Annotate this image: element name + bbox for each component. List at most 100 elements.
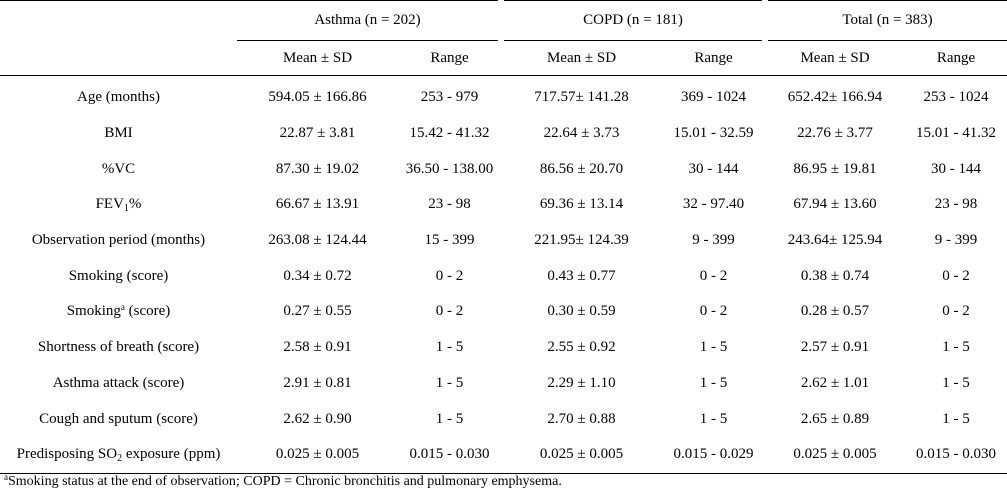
footnote-marker: a [120,302,125,313]
row-label-text: Smoking [66,303,121,320]
table-cell: 23 - 98 [428,196,471,213]
table-row: Asthma attack (score) 2.91 ± 0.81 1 - 5 … [0,366,1007,402]
table-cell: 86.95 ± 19.81 [793,160,877,177]
table-cell: 2.70 ± 0.88 [547,410,616,427]
table-cell: 2.58 ± 0.91 [283,339,352,356]
table-cell: 15 - 399 [424,232,475,249]
table-cell: 1 - 5 [435,339,464,356]
table-cell: 0.34 ± 0.72 [283,267,352,284]
row-label: Shortness of breath (score) [37,339,200,356]
subheader-range: Range [905,40,1007,76]
group-header-row: Asthma (n = 202) COPD (n = 181) Total (n… [0,0,1007,41]
table-cell: 9 - 399 [934,232,978,249]
table-cell: 15.01 - 41.32 [916,125,996,142]
table-cell: 652.42± 166.94 [787,89,883,106]
table-cell: 0.015 - 0.030 [398,436,501,474]
table-cell: 253 - 1024 [923,89,989,106]
table-cell: 69.36 ± 13.14 [539,196,624,213]
table-cell: 30 - 144 [688,160,739,177]
table-cell: 2.65 ± 0.89 [800,410,870,427]
table-cell: 2.29 ± 1.10 [547,374,616,391]
table-cell: 30 - 144 [931,160,981,177]
table-cell: 0.025 ± 0.005 [237,436,398,474]
table-cell: 369 - 1024 [681,89,746,106]
footnote-text: Smoking status at the end of observation… [8,474,562,489]
table-cell: 0.025 ± 0.005 [765,436,905,474]
table-row: Cough and sputum (score) 2.62 ± 0.90 1 -… [0,401,1007,437]
row-label-text: FEV [95,196,124,213]
row-label-text: (score) [124,303,171,320]
table-row: Predisposing SO2 exposure (ppm) 0.025 ± … [0,436,1007,474]
table-cell: 36.50 - 138.00 [405,160,494,177]
row-label: BMI [104,125,133,142]
subheader-mean-sd: Mean ± SD [765,40,905,76]
group-header-copd: COPD (n = 181) [498,0,768,41]
table-cell: 86.56 ± 20.70 [539,160,624,177]
table-row: BMI 22.87 ± 3.81 15.42 - 41.32 22.64 ± 3… [0,116,1007,152]
row-label-text: exposure (ppm) [122,446,221,463]
table-cell: 0.38 ± 0.74 [800,267,870,284]
table-cell: 67.94 ± 13.60 [793,196,877,213]
corner-cell [0,40,237,76]
table-cell: 221.95± 124.39 [534,232,629,249]
table-cell: 32 - 97.40 [682,196,745,213]
table-cell: 0.025 ± 0.005 [501,436,662,474]
table-cell: 1 - 5 [435,374,464,391]
table-cell: 15.01 - 32.59 [673,125,754,142]
row-label: Smoking (score) [68,267,169,284]
table-cell: 0.30 ± 0.59 [547,303,616,320]
table-cell: 0.43 ± 0.77 [547,267,616,284]
table-cell: 243.64± 125.94 [787,232,883,249]
row-label: Predisposing SO2 exposure (ppm) [0,436,237,474]
subheader-mean-sd: Mean ± SD [501,40,662,76]
table-cell: 0 - 2 [942,303,970,320]
table-cell: 1 - 5 [435,410,464,427]
subscript: 1 [123,203,129,215]
table-cell: 9 - 399 [692,232,735,249]
table-cell: 2.55 ± 0.92 [547,339,616,356]
table-cell: 1 - 5 [942,410,970,427]
table-cell: 0 - 2 [435,267,464,284]
table-row: Observation period (months) 263.08 ± 124… [0,223,1007,259]
table-cell: 0 - 2 [942,267,970,284]
table-cell: 23 - 98 [934,196,978,213]
row-label: Age (months) [77,89,160,106]
row-label: FEV1% [0,187,237,223]
subheader-row: Mean ± SD Range Mean ± SD Range Mean ± S… [0,40,1007,76]
group-header-total: Total (n = 383) [762,0,1007,41]
table-cell: 87.30 ± 19.02 [275,160,360,177]
table-cell: 0.28 ± 0.57 [800,303,870,320]
table-cell: 717.57± 141.28 [534,89,629,106]
table-row: %VC 87.30 ± 19.02 36.50 - 138.00 86.56 ±… [0,151,1007,187]
table-cell: 22.87 ± 3.81 [279,125,356,142]
table-cell: 594.05 ± 166.86 [268,89,367,106]
table-row: Smoking (score) 0.34 ± 0.72 0 - 2 0.43 ±… [0,258,1007,294]
row-label: %VC [101,160,136,177]
subheader-range: Range [662,40,765,76]
table-cell: 2.62 ± 1.01 [800,374,870,391]
table-cell: 2.62 ± 0.90 [283,410,352,427]
table-cell: 15.42 - 41.32 [409,125,490,142]
table-cell: 66.67 ± 13.91 [275,196,360,213]
subheader-mean-sd: Mean ± SD [237,40,398,76]
table-body: Age (months) 594.05 ± 166.86 253 - 979 7… [0,76,1007,474]
table-cell: 22.64 ± 3.73 [543,125,620,142]
table-cell: 1 - 5 [942,339,970,356]
table-cell: 253 - 979 [420,89,479,106]
data-table: Asthma (n = 202) COPD (n = 181) Total (n… [0,0,1007,474]
row-label-text: Predisposing SO [16,446,118,463]
table-footnote: aSmoking status at the end of observatio… [4,473,562,490]
table-cell: 2.91 ± 0.81 [283,374,352,391]
table-cell: 0.27 ± 0.55 [283,303,352,320]
table-row: Smokinga (score) 0.27 ± 0.55 0 - 2 0.30 … [0,294,1007,330]
table-cell: 0 - 2 [699,267,728,284]
table-cell: 1 - 5 [699,410,728,427]
table-cell: 2.57 ± 0.91 [800,339,870,356]
subheader-range: Range [398,40,501,76]
table-cell: 0 - 2 [435,303,464,320]
group-header-asthma: Asthma (n = 202) [237,0,504,41]
row-label: Asthma attack (score) [52,374,185,391]
row-label: Cough and sputum (score) [39,410,198,427]
table-cell: 263.08 ± 124.44 [268,232,367,249]
table-cell: 1 - 5 [942,374,970,391]
